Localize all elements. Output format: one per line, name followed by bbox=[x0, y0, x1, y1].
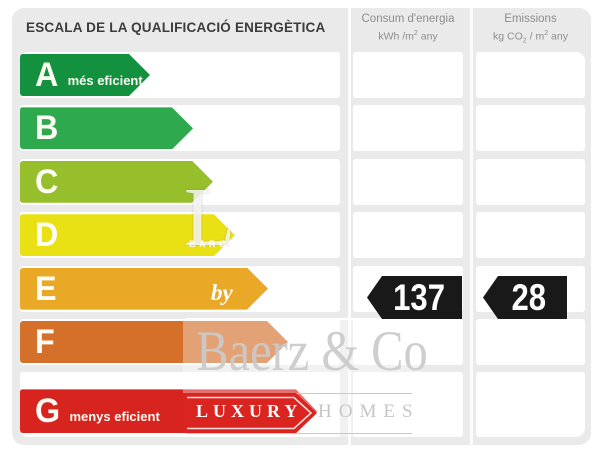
rating-letter: C bbox=[35, 162, 59, 201]
rating-row-d: D bbox=[0, 212, 600, 259]
rating-arrow-d: D bbox=[20, 214, 235, 256]
cell-emissions bbox=[476, 105, 585, 152]
consum-unit: kWh /m2 any bbox=[378, 30, 438, 43]
cell-consum bbox=[353, 319, 463, 365]
emissions-unit: kg CO2 / m2 any bbox=[493, 30, 568, 45]
cell-consum bbox=[353, 158, 463, 205]
cell-emissions bbox=[476, 52, 585, 98]
cell-consum bbox=[353, 212, 463, 259]
rating-letter: F bbox=[35, 323, 55, 361]
cell-emissions bbox=[476, 319, 585, 365]
cell-emissions bbox=[476, 372, 585, 437]
rating-row-label: més eficient bbox=[67, 72, 143, 88]
rating-row-e: E bbox=[0, 265, 600, 312]
column-header-consum: Consum d'energia kWh /m2 any bbox=[353, 12, 463, 44]
rating-letter: D bbox=[35, 216, 59, 255]
column-header-emissions: Emissions kg CO2 / m2 any bbox=[466, 12, 595, 48]
rating-row-f: F bbox=[0, 319, 600, 365]
rating-letter: A bbox=[35, 56, 59, 94]
column-separator-line bbox=[348, 8, 351, 445]
cell-consum bbox=[353, 105, 463, 152]
rating-row-label: menys eficient bbox=[69, 408, 160, 424]
emissions-title: Emissions bbox=[504, 13, 557, 25]
consum-value-arrow: 137 bbox=[367, 276, 462, 319]
emissions-value-arrow: 28 bbox=[483, 276, 567, 319]
cell-emissions bbox=[476, 158, 585, 205]
rating-letter: B bbox=[35, 109, 59, 148]
page-title: ESCALA DE LA QUALIFICACIÓ ENERGÈTICA bbox=[26, 20, 326, 35]
emissions-value-text: 28 bbox=[511, 277, 547, 318]
rating-arrow-c: C bbox=[20, 161, 213, 203]
rating-row-b: B bbox=[0, 105, 600, 152]
rating-letter: E bbox=[35, 269, 57, 308]
cell-consum bbox=[353, 372, 463, 437]
cell-consum bbox=[353, 52, 463, 98]
consum-value-text: 137 bbox=[392, 277, 445, 318]
cell-emissions bbox=[476, 212, 585, 259]
rating-row-c: C bbox=[0, 158, 600, 205]
column-separator-line bbox=[470, 8, 473, 445]
rating-arrow-b: B bbox=[20, 107, 193, 149]
rating-arrow-e: E bbox=[20, 268, 268, 310]
rating-arrow-f: F bbox=[20, 321, 288, 363]
rating-letter: G bbox=[35, 392, 61, 431]
consum-title: Consum d'energia bbox=[361, 13, 455, 25]
